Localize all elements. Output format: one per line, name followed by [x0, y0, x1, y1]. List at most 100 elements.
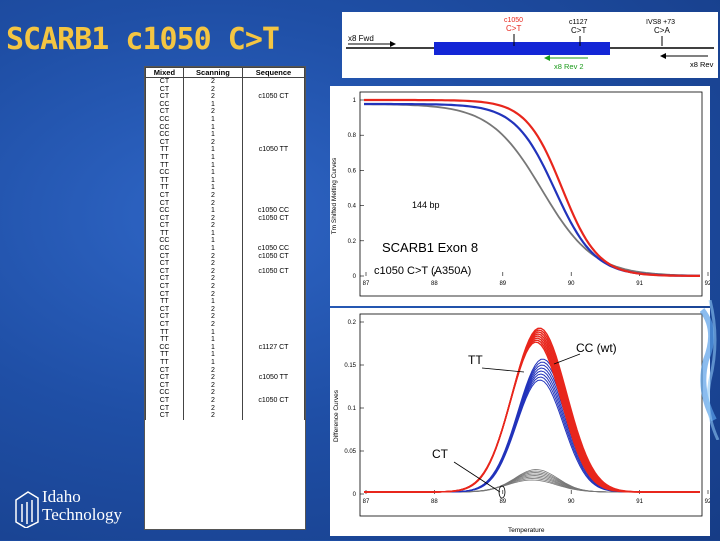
- table-row: TT 1 c1050 TT: [145, 146, 305, 154]
- cell-scanning: 1: [182, 146, 244, 154]
- cell-mixed: CT: [145, 313, 184, 321]
- cell-scanning: 2: [182, 374, 244, 382]
- cell-mixed: TT: [145, 229, 184, 238]
- cell-scanning: 2: [182, 321, 244, 329]
- cell-mixed: CC: [145, 100, 184, 109]
- c1050-change: C>T: [506, 24, 521, 33]
- cell-scanning: 1: [182, 207, 244, 215]
- ct-label: CT: [432, 447, 449, 461]
- cell-scanning: 2: [182, 191, 244, 200]
- fwd-primer-label: x8 Fwd: [348, 34, 374, 43]
- diff-ylabel: Difference Curves: [333, 389, 340, 442]
- difference-curve-plot: 0.2 0.15 0.1 0.05 0 87 88 89 90 91 92 Difference …: [330, 308, 712, 536]
- diff-frame: [359, 313, 703, 517]
- difference-curve-svg: 0.2 0.15 0.1 0.05 0 87 88 89 90 91 92 Difference …: [333, 313, 712, 534]
- table-row: CT 2: [145, 138, 305, 147]
- cell-sequence: c1050 CT: [242, 252, 305, 261]
- c1050-label: c1050: [504, 17, 523, 24]
- cell-mixed: CT: [145, 283, 184, 291]
- cell-mixed: CT: [145, 374, 184, 382]
- cell-scanning: 2: [182, 93, 244, 101]
- rev-arrow-head: [660, 53, 666, 59]
- diff-ytick-label: 0: [353, 492, 357, 498]
- cell-mixed: CT: [145, 252, 184, 261]
- melt-curve-gray: [364, 103, 700, 277]
- table-header-row: Mixed Scanning Sequence: [145, 67, 305, 78]
- logo-line-1: Idaho: [42, 487, 81, 506]
- diff-xtick-label: 90: [568, 499, 575, 505]
- cell-sequence: c1050 CT: [242, 214, 305, 223]
- cell-mixed: TT: [145, 336, 184, 344]
- table-row: TT 1: [145, 351, 305, 359]
- cell-sequence: c1050 TT: [242, 146, 305, 154]
- cell-scanning: 2: [182, 366, 244, 375]
- table-row: CT 2 c1050 CT: [145, 396, 305, 405]
- cell-scanning: 2: [182, 290, 244, 299]
- cell-scanning: 1: [182, 298, 244, 306]
- cell-sequence: [242, 153, 305, 162]
- table-row: TT 1: [145, 298, 305, 306]
- table-row: CT 2: [145, 290, 305, 299]
- ivs8-change: C>A: [654, 26, 670, 35]
- diff-ytick-label: 0.1: [348, 406, 357, 412]
- table-row: CC 1: [145, 169, 305, 177]
- exon-label: SCARB1 Exon 8: [382, 240, 478, 255]
- table-row: CC 1: [145, 123, 305, 132]
- cell-sequence: [242, 138, 305, 147]
- cell-sequence: c1050 TT: [242, 374, 305, 382]
- melt-xtick-label: 90: [568, 281, 575, 287]
- cell-sequence: [242, 237, 305, 246]
- cell-scanning: 1: [182, 131, 244, 139]
- diff-ytick-label: 0.05: [344, 449, 356, 455]
- cell-mixed: CC: [145, 123, 184, 132]
- cell-scanning: 2: [182, 138, 244, 147]
- cell-sequence: c1127 CT: [242, 343, 305, 352]
- cell-mixed: CT: [145, 199, 184, 208]
- cell-mixed: CC: [145, 237, 184, 246]
- cell-mixed: CT: [145, 93, 184, 101]
- cell-sequence: [242, 199, 305, 208]
- table-row: CT 2: [145, 275, 305, 284]
- cell-sequence: [242, 305, 305, 314]
- cell-mixed: CT: [145, 108, 184, 116]
- table-row: CC 1 c1050 CC: [145, 245, 305, 253]
- table-row: CT 2: [145, 199, 305, 208]
- header-scanning: Scanning: [182, 67, 244, 78]
- cell-mixed: CT: [145, 290, 184, 299]
- cell-sequence: [242, 290, 305, 299]
- cell-scanning: 2: [182, 404, 244, 413]
- cell-sequence: c1050 CT: [242, 267, 305, 276]
- table-row: CT 2: [145, 108, 305, 116]
- table-row: CT 2 c1050 CT: [145, 93, 305, 101]
- cell-sequence: [242, 184, 305, 192]
- tt-pointer: [481, 367, 525, 373]
- cell-mixed: CC: [145, 389, 184, 397]
- cell-scanning: 1: [182, 161, 244, 170]
- variant-label: c1050 C>T (A350A): [374, 265, 471, 277]
- cc-label: CC (wt): [576, 341, 617, 355]
- table-row: CT 2: [145, 313, 305, 321]
- table-row: TT 1: [145, 358, 305, 367]
- cell-mixed: CC: [145, 343, 184, 352]
- diff-xlabel: Temperature: [508, 527, 545, 534]
- ct-pointer-circle: [498, 485, 506, 499]
- cell-scanning: 1: [182, 229, 244, 238]
- cell-mixed: CT: [145, 214, 184, 223]
- cell-sequence: [242, 351, 305, 359]
- cell-sequence: [242, 191, 305, 200]
- melt-xtick-label: 92: [705, 281, 710, 287]
- table-row: CT 2 c1050 CT: [145, 252, 305, 261]
- table-row: CC 1 c1050 CC: [145, 207, 305, 215]
- table-row: CT 2: [145, 366, 305, 375]
- exon-box: [434, 42, 610, 55]
- slide-title: SCARB1 c1050 C>T: [6, 22, 280, 57]
- gene-map-svg: x8 Fwd c1050 C>T c1127 C>T IVS8 +73 C>A …: [346, 17, 714, 71]
- table-row: TT 1: [145, 328, 305, 337]
- cell-mixed: CT: [145, 267, 184, 276]
- melt-ytick-label: 0.2: [348, 239, 357, 245]
- cell-sequence: [242, 108, 305, 116]
- cell-scanning: 2: [182, 85, 244, 94]
- cell-mixed: CC: [145, 131, 184, 139]
- table-row: CT 2: [145, 305, 305, 314]
- cell-scanning: 1: [182, 123, 244, 132]
